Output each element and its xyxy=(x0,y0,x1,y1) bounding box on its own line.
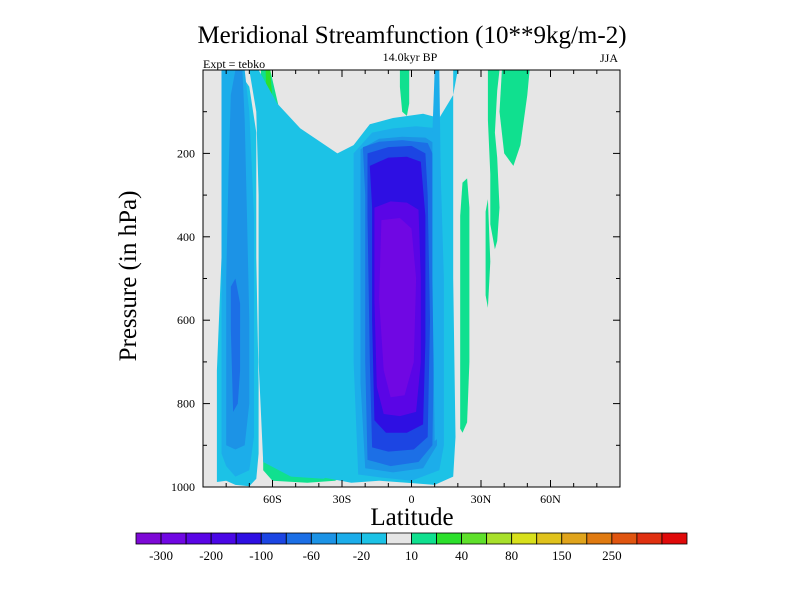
x-tick-label: 30N xyxy=(471,492,492,506)
x-axis-label: Latitude xyxy=(370,504,453,531)
colorbar-swatch xyxy=(235,532,262,545)
colorbar-swatch xyxy=(586,532,613,545)
colorbar-swatch xyxy=(636,532,663,545)
colorbar-swatch xyxy=(461,532,488,545)
y-axis-label: Pressure (in hPa) xyxy=(115,191,142,362)
x-tick-label: 60S xyxy=(263,492,282,506)
y-tick-label: 600 xyxy=(177,313,195,327)
colorbar-swatch xyxy=(160,532,187,545)
y-tick-label: 400 xyxy=(177,230,195,244)
colorbar-swatch xyxy=(386,532,412,545)
y-tick-label: 800 xyxy=(177,397,195,411)
y-axis: 200 400 600 800 1000 xyxy=(171,111,620,494)
x-tick-label: 60N xyxy=(540,492,561,506)
colorbar-swatch xyxy=(611,532,638,545)
contour-nh-subtropical-band xyxy=(460,178,470,433)
plot-area xyxy=(202,69,621,488)
chart-subtitle: 14.0kyr BP xyxy=(383,50,438,64)
colorbar: -300 -200 -100 -60 -20 10 40 80 150 250 xyxy=(135,532,688,563)
x-axis: 60S 30S 0 30N 60N xyxy=(225,70,598,506)
colorbar-swatch xyxy=(335,532,362,545)
colorbar-swatch xyxy=(135,532,162,545)
colorbar-swatch xyxy=(361,532,387,545)
contour-hadley-cell-core xyxy=(379,218,417,398)
colorbar-label: -60 xyxy=(303,548,320,563)
colorbar-swatch xyxy=(436,532,462,545)
colorbar-label: -300 xyxy=(149,548,173,563)
y-tick-label: 200 xyxy=(177,146,195,160)
colorbar-swatch xyxy=(486,532,513,545)
colorbar-swatch xyxy=(285,532,312,545)
colorbar-label: -200 xyxy=(199,548,223,563)
colorbar-swatch xyxy=(661,532,688,545)
experiment-label: Expt = tebko xyxy=(203,57,265,71)
x-tick-label: 0 xyxy=(409,492,415,506)
colorbar-label: 80 xyxy=(505,548,518,563)
colorbar-swatch xyxy=(411,532,437,545)
colorbar-swatch xyxy=(210,532,237,545)
x-tick-label: 30S xyxy=(333,492,352,506)
contour-nh-ferrel-outer xyxy=(432,70,442,442)
contour-equatorial-top-band xyxy=(399,70,410,116)
colorbar-swatch xyxy=(536,532,563,545)
colorbar-swatch xyxy=(561,532,588,545)
colorbar-swatch xyxy=(260,532,287,545)
contour-nh-midlat-band xyxy=(487,70,500,250)
colorbar-label: 150 xyxy=(552,548,572,563)
chart-title: Meridional Streamfunction (10**9kg/m-2) xyxy=(197,22,626,49)
contour-nh-thin-band xyxy=(485,199,491,308)
contour-nh-midlat-band-2 xyxy=(499,70,530,166)
colorbar-label: -20 xyxy=(353,548,370,563)
contour-sh-polar-cell-inner xyxy=(230,278,241,412)
colorbar-label: 250 xyxy=(602,548,622,563)
y-tick-label: 1000 xyxy=(171,480,195,494)
colorbar-swatch xyxy=(185,532,212,545)
season-label: JJA xyxy=(600,51,618,65)
colorbar-label: 40 xyxy=(455,548,468,563)
colorbar-label: -100 xyxy=(249,548,273,563)
colorbar-label: 10 xyxy=(405,548,418,563)
colorbar-swatch xyxy=(511,532,538,545)
colorbar-swatch xyxy=(310,532,337,545)
